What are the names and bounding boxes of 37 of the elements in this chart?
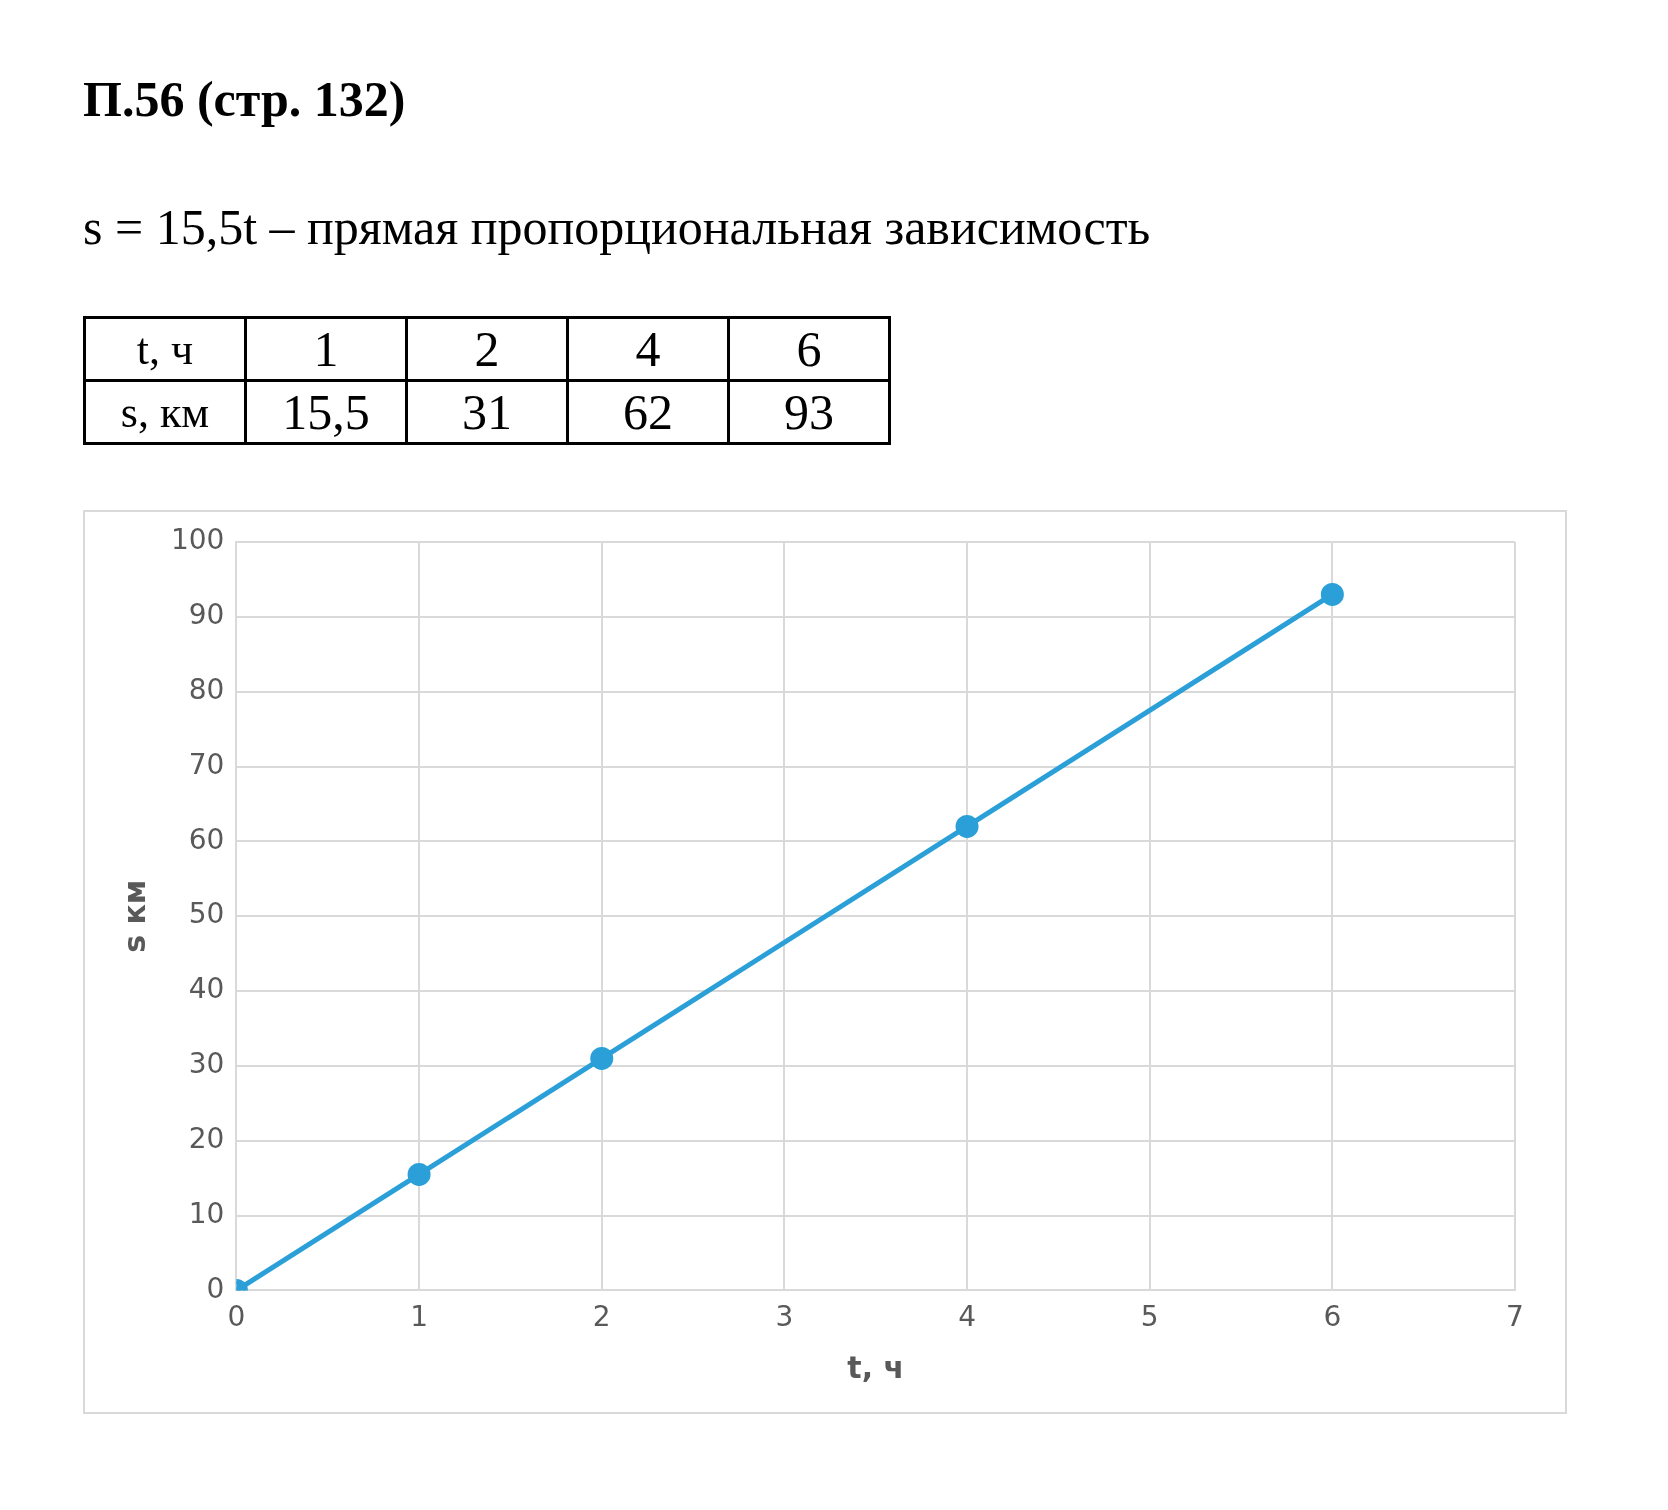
y-tick-label: 20 <box>188 1122 225 1155</box>
text: 93 <box>728 380 890 444</box>
y-tick-label: 100 <box>170 523 225 557</box>
y-axis-title: s км <box>116 879 152 953</box>
y-tick-label: 50 <box>188 897 225 931</box>
x-tick-label: 1 <box>410 1300 429 1334</box>
x-tick-label: 0 <box>227 1300 246 1334</box>
point <box>407 1162 431 1186</box>
point <box>955 814 979 838</box>
point <box>1320 582 1344 606</box>
text: s, км <box>84 380 246 444</box>
x-tick-label: 4 <box>958 1300 976 1334</box>
text: 6 <box>728 317 890 381</box>
y-tick-label: 0 <box>206 1271 225 1305</box>
y-tick-label: 70 <box>188 747 225 781</box>
chart-title: П.56 (стр. 132) <box>83 70 407 128</box>
x-tick-label: 6 <box>1323 1300 1342 1334</box>
y-tick-label: 90 <box>188 598 225 632</box>
text: 1 <box>245 317 407 381</box>
x-tick-label: 5 <box>1140 1300 1159 1334</box>
text: 31 <box>406 380 568 444</box>
y-tick-label: 80 <box>188 672 225 706</box>
text: 62 <box>567 380 729 444</box>
text: 4 <box>567 317 729 381</box>
y-tick-label: 40 <box>188 972 225 1006</box>
y-tick-label: 10 <box>188 1196 225 1230</box>
x-tick-label: 7 <box>1506 1300 1524 1334</box>
text: t, ч <box>84 317 246 381</box>
text: 15,5 <box>245 380 407 444</box>
y-tick-label: 30 <box>188 1047 225 1081</box>
y-tick-label: 60 <box>188 822 225 856</box>
text: 2 <box>406 317 568 381</box>
x-tick-label: 3 <box>775 1300 794 1334</box>
x-tick-label: 2 <box>592 1300 611 1334</box>
x-axis-title: t, ч <box>847 1349 905 1385</box>
chart-subtitle: s = 15,5t – прямая пропорциональная зависимость <box>83 198 1152 256</box>
point <box>590 1046 614 1070</box>
